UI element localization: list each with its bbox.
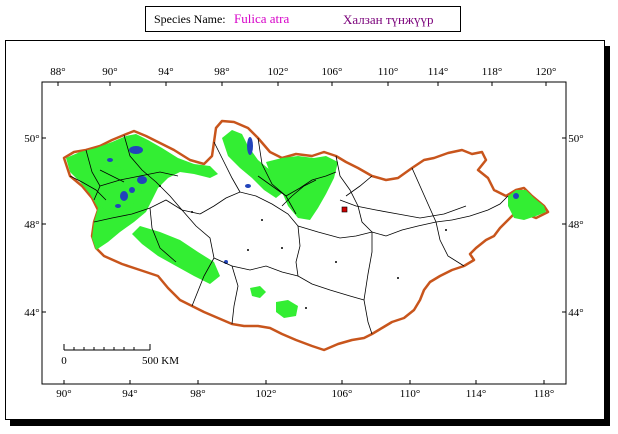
right-latitude-labels: 50° 48° 44°	[568, 133, 583, 319]
river-west-2	[99, 169, 125, 183]
aimag-boundary-1	[85, 149, 101, 201]
aimag-boundary-12	[297, 225, 373, 239]
aimag-boundary-9	[213, 257, 299, 277]
lon-label-top: 90°	[102, 66, 117, 78]
settlement-dot	[191, 211, 193, 213]
lake-buir	[513, 193, 519, 199]
aimag-boundary-19	[345, 175, 373, 197]
aimag-boundary-3	[123, 134, 183, 211]
range-area-southwest-band	[132, 226, 220, 284]
map-neatline	[41, 81, 567, 385]
aimag-boundary-18	[435, 221, 465, 267]
species-title-box: Species Name: Fulica atra Халзан түнжүүр	[145, 6, 461, 32]
bottom-longitude-labels: 90° 94° 98° 102° 106° 110° 114° 118°	[56, 388, 554, 400]
top-longitude-labels: 88° 90° 94° 98° 102° 106° 110° 114° 118°…	[50, 66, 556, 78]
lon-label-top: 98°	[214, 66, 229, 78]
lon-label-top: 110°	[378, 66, 399, 78]
aimag-boundary-2	[99, 171, 179, 187]
lon-label-bottom: 98°	[190, 388, 205, 400]
species-name-label: Species Name:	[154, 12, 226, 26]
lon-label-bottom: 102°	[256, 388, 277, 400]
settlement-dot	[305, 307, 307, 309]
aimag-boundary-17	[451, 195, 509, 221]
lon-label-top: 114°	[428, 66, 449, 78]
scale-bar-end-label: 500 KM	[142, 355, 179, 367]
lon-label-bottom: 90°	[56, 388, 71, 400]
settlement-dot	[397, 277, 399, 279]
lon-label-bottom: 94°	[122, 388, 137, 400]
species-latin-name: Fulica atra	[234, 11, 290, 26]
settlement-dot	[445, 229, 447, 231]
lon-label-bottom: 114°	[466, 388, 487, 400]
lon-label-bottom: 118°	[534, 388, 555, 400]
lake-khar	[129, 187, 135, 193]
water-bodies	[107, 137, 519, 264]
admin-boundaries	[69, 134, 509, 335]
lat-label-right: 50°	[568, 133, 583, 145]
lake-dorgon	[115, 204, 121, 208]
river-kherlen	[339, 199, 467, 219]
lake-uvs	[129, 146, 143, 154]
river-west-1	[69, 175, 107, 201]
lake-khyargas	[137, 176, 147, 184]
range-area-south-1	[250, 286, 266, 298]
aimag-boundary-15	[363, 232, 373, 335]
lon-label-top: 118°	[482, 66, 503, 78]
aimag-boundary-20	[149, 207, 177, 263]
lat-label-left: 50°	[24, 133, 39, 145]
lon-label-bottom: 106°	[332, 388, 353, 400]
scale-bar-start-label: 0	[61, 355, 67, 367]
lake-achit	[107, 158, 113, 162]
lake-khar-us	[120, 191, 128, 201]
lat-label-right: 44°	[568, 307, 583, 319]
river-selenge	[257, 171, 337, 197]
range-areas	[66, 130, 546, 318]
graticule-ticks	[42, 82, 566, 384]
aimag-boundary-8	[257, 137, 297, 215]
lat-label-left: 48°	[24, 219, 39, 231]
settlement-dot	[335, 261, 337, 263]
settlement-dot	[281, 247, 283, 249]
lon-label-top: 106°	[322, 66, 343, 78]
aimag-boundary-11	[295, 225, 365, 301]
settlement-dot	[261, 219, 263, 221]
capital-marker	[341, 206, 348, 213]
aimag-boundary-10	[231, 265, 239, 325]
range-area-khovsgol	[222, 130, 286, 198]
settlements	[159, 185, 447, 309]
lat-label-right: 48°	[568, 219, 583, 231]
species-local-name: Халзан түнжүүр	[343, 12, 434, 27]
lon-label-top: 102°	[268, 66, 289, 78]
lake-terkhiin	[245, 184, 251, 188]
lake-khovsgol	[247, 137, 253, 155]
aimag-boundary-14	[371, 219, 453, 237]
river-orkhon	[281, 179, 317, 207]
aimag-boundary-7	[213, 141, 241, 193]
lat-label-left: 44°	[24, 307, 39, 319]
lon-label-bottom: 110°	[400, 388, 421, 400]
aimag-boundary-16	[411, 167, 437, 223]
lon-label-top: 88°	[50, 66, 65, 78]
lon-label-top: 120°	[536, 66, 557, 78]
range-area-south-2	[276, 300, 298, 318]
settlement-dot	[159, 185, 161, 187]
settlement-dot	[247, 249, 249, 251]
aimag-boundary-6	[199, 191, 299, 227]
aimag-boundary-13	[335, 155, 373, 233]
scale-bar: 0 500 KM	[61, 344, 179, 367]
left-latitude-labels: 50° 48° 44°	[24, 133, 39, 319]
lon-label-top: 94°	[158, 66, 173, 78]
